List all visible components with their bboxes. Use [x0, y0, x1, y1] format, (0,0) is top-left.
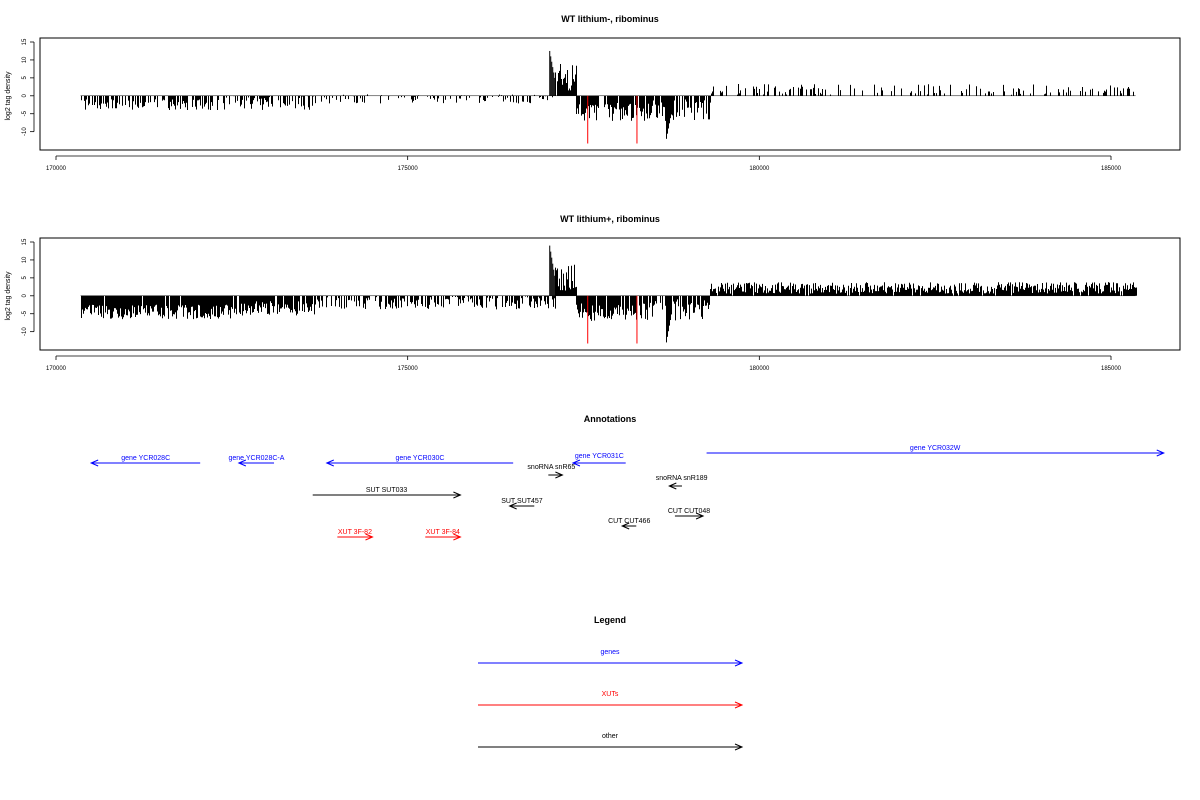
y-tick-label: 15	[22, 238, 28, 245]
y-tick-label: 0	[22, 93, 28, 97]
annotation-feature: SUT SUT457	[501, 498, 543, 510]
plot-frame	[39, 237, 1181, 351]
y-tick-label: -5	[22, 110, 28, 116]
feature-arrow-arrowhead	[555, 471, 564, 479]
annotation-feature: CUT CUT048	[668, 508, 710, 520]
x-tick-label: 170000	[46, 366, 67, 372]
feature-arrow-arrowhead	[453, 491, 462, 499]
annotation-feature: gene YCR028C-A	[228, 455, 285, 467]
y-tick-label: 0	[22, 293, 28, 297]
feature-arrow-arrowhead	[325, 459, 334, 467]
x-tick-label: 175000	[398, 366, 419, 372]
y-tick-label: -10	[22, 327, 28, 336]
feature-arrow-arrowhead	[453, 533, 462, 541]
legend-label: genes	[600, 649, 620, 656]
legend-arrow-arrowhead	[734, 743, 744, 751]
x-axis: 170000 175000 180000 185000	[46, 355, 1122, 372]
feature-arrow-arrowhead	[1156, 449, 1166, 457]
y-tick-label: 10	[22, 256, 28, 263]
coverage-bars	[80, 50, 1136, 144]
legend-label: other	[602, 733, 619, 740]
feature-label: gene YCR032W	[910, 445, 961, 452]
annotation-features: gene YCR028C gene YCR028C-A gene YCR030C ge…	[89, 445, 1166, 541]
plot-frame	[39, 37, 1181, 151]
x-tick-label: 175000	[398, 166, 419, 172]
legend-title: Legend	[594, 615, 626, 625]
feature-label: gene YCR030C	[396, 455, 445, 462]
annotations-track: Annotations gene YCR028C gene YCR028C-A ge…	[89, 414, 1166, 541]
y-tick-label: 15	[22, 38, 28, 45]
y-axis-label: log2 tag density	[5, 271, 12, 321]
annotation-feature: gene YCR031C	[571, 453, 626, 467]
annotation-feature: XUT 3F-84	[425, 529, 462, 541]
y-tick-label: -5	[22, 310, 28, 316]
panel-title: WT lithium-, ribominus	[561, 14, 659, 24]
annotation-feature: gene YCR032W	[706, 445, 1166, 457]
legend-label: XUTs	[602, 691, 619, 698]
feature-label: SUT SUT033	[366, 487, 408, 494]
feature-label: snoRNA snR65	[527, 464, 575, 471]
annotation-feature: XUT 3F-82	[337, 529, 374, 541]
feature-arrow-arrowhead	[620, 522, 630, 530]
feature-arrow-arrowhead	[571, 459, 581, 467]
x-tick-label: 185000	[1101, 366, 1122, 372]
y-axis-label: log2 tag density	[5, 71, 12, 121]
feature-label: XUT 3F-82	[338, 529, 372, 536]
x-tick-label: 185000	[1101, 166, 1122, 172]
legend-item: genes	[478, 649, 744, 667]
annotation-feature: gene YCR028C	[89, 455, 201, 467]
y-tick-label: -10	[22, 127, 28, 136]
legend: Legend genes XUTs other	[478, 615, 744, 751]
annotation-feature: snoRNA snR65	[527, 464, 575, 479]
y-axis: 15 10 5 0 -5 -10	[22, 238, 35, 336]
y-tick-label: 5	[22, 276, 28, 280]
feature-label: CUT CUT466	[608, 518, 650, 525]
legend-arrow-arrowhead	[734, 701, 744, 709]
annotation-feature: snoRNA snR189	[656, 475, 708, 490]
feature-arrow-arrowhead	[237, 459, 247, 467]
legend-items: genes XUTs other	[478, 649, 744, 751]
feature-label: gene YCR031C	[575, 453, 624, 460]
annotation-feature: CUT CUT466	[608, 518, 650, 530]
annotation-feature: gene YCR030C	[325, 455, 514, 467]
feature-label: gene YCR028C-A	[228, 455, 284, 462]
y-axis: 15 10 5 0 -5 -10	[22, 38, 35, 136]
legend-item: XUTs	[478, 691, 744, 709]
feature-label: snoRNA snR189	[656, 475, 708, 482]
track-panel-lithium-plus: WT lithium+, ribominus log2 tag density …	[5, 214, 1181, 372]
legend-arrow-arrowhead	[734, 659, 744, 667]
feature-arrow-arrowhead	[89, 459, 99, 467]
feature-arrow-arrowhead	[695, 512, 705, 520]
x-tick-label: 170000	[46, 166, 67, 172]
panel-title: WT lithium+, ribominus	[560, 214, 660, 224]
annotations-title: Annotations	[584, 414, 637, 424]
feature-arrow-arrowhead	[365, 533, 374, 541]
track-panel-lithium-minus: WT lithium-, ribominus log2 tag density …	[5, 14, 1181, 172]
legend-item: other	[478, 733, 744, 751]
annotation-feature: SUT SUT033	[312, 487, 462, 499]
coverage-bars	[80, 245, 1137, 344]
feature-arrow-arrowhead	[668, 482, 677, 490]
x-tick-label: 180000	[749, 366, 770, 372]
y-tick-label: 10	[22, 56, 28, 63]
x-tick-label: 180000	[749, 166, 770, 172]
y-tick-label: 5	[22, 76, 28, 80]
feature-label: gene YCR028C	[121, 455, 170, 462]
feature-arrow-arrowhead	[508, 502, 517, 510]
x-axis: 170000 175000 180000 185000	[46, 155, 1122, 172]
feature-label: XUT 3F-84	[426, 529, 460, 536]
feature-label: SUT SUT457	[501, 498, 543, 505]
feature-label: CUT CUT048	[668, 508, 710, 515]
